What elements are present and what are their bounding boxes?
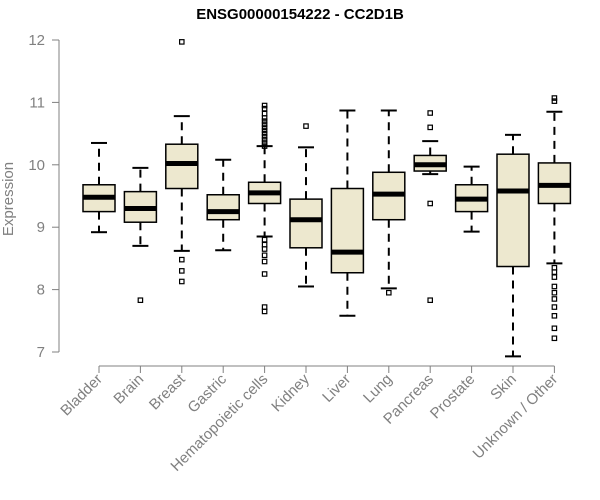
chart-title: ENSG00000154222 - CC2D1B [196,6,404,23]
box-series [82,39,572,358]
box-5 [289,123,323,288]
outlier-point [261,102,268,109]
box-4 [247,102,282,315]
x-tick-label: Prostate [427,371,479,423]
outlier-point [386,289,392,296]
outlier-point [137,297,144,304]
outlier-point [261,118,268,124]
outlier-point [427,110,434,116]
outlier-point [303,123,309,129]
y-axis: 7 8 9 10 11 12 [28,32,60,361]
box-10 [496,133,530,358]
box-11 [537,95,572,342]
outlier-point [261,271,268,277]
box-body [206,194,240,221]
x-tick-label: Skin [487,371,520,404]
outlier-point [551,296,558,302]
y-tick-label: 7 [37,344,45,361]
outlier-point [551,98,558,104]
outlier-point [261,110,268,117]
box-0 [82,141,116,234]
x-tick-label: Kidney [268,370,313,415]
outlier-point [551,335,558,342]
outlier-point [551,274,558,280]
outlier-point [551,325,558,332]
outlier-point [427,124,434,131]
outlier-point [261,258,268,265]
outlier-point [261,105,268,112]
outlier-point [427,297,434,304]
outlier-point [179,39,185,45]
y-tick-label: 12 [28,32,45,49]
x-tick-label: Breast [146,370,189,413]
outlier-point [261,252,268,259]
box-body [496,153,530,268]
x-tick-label: Bladder [57,371,106,420]
outlier-point [427,200,434,207]
outlier-point [551,283,558,290]
box-body [330,187,365,274]
outlier-point [179,256,185,263]
x-tick-label: Lung [360,371,396,407]
outlier-point [261,121,268,128]
outlier-point [261,241,268,248]
box-1 [123,166,158,304]
outlier-point [261,124,268,131]
y-tick-label: 9 [37,219,45,236]
outlier-point [551,95,558,101]
outlier-point [261,133,268,140]
outlier-point [261,304,268,310]
outlier-point [261,236,268,243]
y-tick-label: 10 [28,157,45,174]
y-axis-label: Expression [0,162,17,236]
outlier-point [261,115,268,121]
box-8 [413,110,447,304]
outlier-point [179,278,185,285]
outlier-point [551,304,558,310]
box-body [289,198,323,249]
outlier-point [261,130,268,137]
outlier-point [551,269,558,275]
outlier-point [551,313,558,319]
outlier-point [551,289,558,296]
box-3 [206,158,240,252]
y-tick-label: 8 [37,282,45,299]
box-2 [165,39,199,285]
outlier-point [261,246,268,252]
box-6 [330,109,365,317]
outlier-point [261,143,268,149]
x-tick-label: Brain [110,371,147,408]
outlier-point [261,308,268,315]
outlier-point [261,140,268,146]
box-7 [372,109,406,296]
outlier-point [179,268,185,274]
outlier-point [551,264,558,271]
y-tick-label: 11 [29,94,45,111]
box-body [165,143,199,190]
outlier-point [261,127,268,134]
outlier-point [261,137,268,143]
x-tick-label: Liver [319,371,354,406]
box-9 [454,165,489,233]
